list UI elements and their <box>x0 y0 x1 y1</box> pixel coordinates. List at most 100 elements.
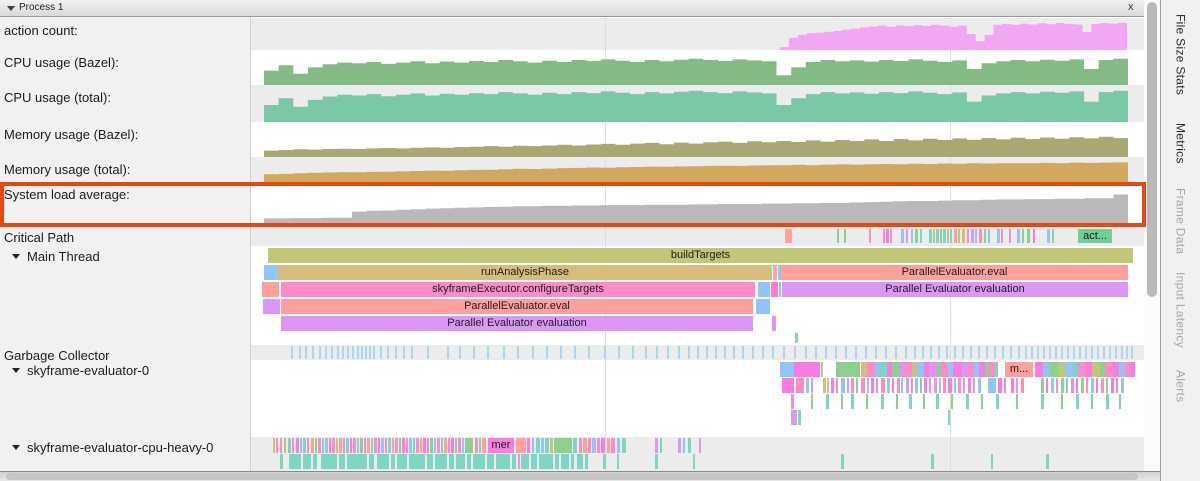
gc-event-tick[interactable] <box>875 346 877 359</box>
slice[interactable] <box>780 362 794 377</box>
slice[interactable] <box>836 362 860 377</box>
slice[interactable] <box>879 362 887 377</box>
slice[interactable] <box>826 394 829 409</box>
slice[interactable] <box>1051 378 1054 393</box>
slice[interactable] <box>292 438 294 453</box>
slice[interactable] <box>311 438 314 453</box>
slice[interactable] <box>688 438 691 453</box>
gc-event-tick[interactable] <box>1067 346 1069 359</box>
slice[interactable] <box>1046 454 1049 469</box>
slice[interactable] <box>655 438 658 453</box>
slice[interactable] <box>512 454 516 469</box>
slice[interactable] <box>367 438 370 453</box>
slice[interactable] <box>571 454 574 469</box>
gc-event-tick[interactable] <box>805 346 807 359</box>
slice[interactable] <box>550 438 553 453</box>
slice[interactable] <box>811 378 813 393</box>
gc-event-tick[interactable] <box>835 346 837 359</box>
slice[interactable] <box>339 438 342 453</box>
slice[interactable] <box>1017 229 1020 243</box>
gc-event-tick[interactable] <box>772 346 774 359</box>
slice[interactable] <box>984 229 986 243</box>
slice[interactable] <box>678 438 681 453</box>
slice[interactable] <box>300 438 302 453</box>
slice[interactable] <box>1119 362 1125 377</box>
track-critical-path[interactable]: act... <box>251 227 1144 246</box>
gc-event-tick[interactable] <box>825 346 827 359</box>
slice[interactable] <box>1065 362 1073 377</box>
slice[interactable] <box>1106 394 1109 409</box>
slice[interactable] <box>958 229 960 243</box>
slice[interactable] <box>1041 378 1044 393</box>
slice[interactable] <box>861 362 867 377</box>
slice[interactable] <box>1004 378 1006 393</box>
track-garbage-collector[interactable] <box>251 345 1144 360</box>
gc-event-tick[interactable] <box>1043 346 1045 359</box>
slice[interactable] <box>931 454 934 469</box>
slice[interactable] <box>806 378 809 393</box>
slice[interactable] <box>917 362 924 377</box>
slice[interactable] <box>758 282 770 297</box>
slice[interactable] <box>773 265 777 280</box>
slice[interactable] <box>948 362 953 377</box>
slice[interactable] <box>1016 394 1018 409</box>
slice[interactable] <box>1111 378 1114 393</box>
slice[interactable] <box>795 333 798 343</box>
slice[interactable] <box>1009 229 1011 243</box>
track-label-main-thread[interactable]: Main Thread <box>12 249 100 264</box>
slice[interactable] <box>991 454 993 469</box>
track-action-count[interactable] <box>251 18 1144 50</box>
gc-event-tick[interactable] <box>369 346 371 359</box>
slice[interactable] <box>303 454 311 469</box>
track-system-load-average[interactable] <box>251 182 1144 227</box>
gc-event-tick[interactable] <box>411 346 413 359</box>
slice[interactable] <box>527 438 530 453</box>
slice[interactable] <box>937 362 941 377</box>
slice[interactable] <box>378 438 380 453</box>
slice[interactable] <box>462 438 464 453</box>
slice[interactable] <box>1091 378 1094 393</box>
slice[interactable] <box>381 438 384 453</box>
slice[interactable] <box>482 438 486 453</box>
slice[interactable] <box>936 394 939 409</box>
gc-event-tick[interactable] <box>905 346 907 359</box>
gc-event-tick[interactable] <box>331 346 333 359</box>
gc-event-tick[interactable] <box>783 346 785 359</box>
slice[interactable] <box>1121 378 1124 393</box>
gc-event-tick[interactable] <box>855 346 857 359</box>
slice[interactable] <box>435 454 447 469</box>
slice[interactable] <box>871 378 874 393</box>
slice[interactable] <box>915 378 918 393</box>
collapse-arrow-icon[interactable] <box>12 368 20 373</box>
gc-event-tick[interactable] <box>762 346 764 359</box>
slice[interactable] <box>655 454 658 469</box>
slice[interactable] <box>1071 378 1074 393</box>
gc-event-tick[interactable] <box>1131 346 1133 359</box>
slice[interactable] <box>971 229 974 243</box>
slice[interactable] <box>487 454 494 469</box>
slice[interactable] <box>876 378 878 393</box>
slice[interactable] <box>430 438 433 453</box>
slice[interactable] <box>924 362 929 377</box>
slice[interactable] <box>966 394 969 409</box>
slice[interactable] <box>353 438 356 453</box>
track-cpu-usage-bazel[interactable] <box>251 50 1144 85</box>
slice[interactable] <box>343 438 345 453</box>
gc-event-tick[interactable] <box>706 346 708 359</box>
slice-parallelevaluatorevaluation[interactable]: Parallel Evaluator evaluation <box>281 316 753 331</box>
slice[interactable] <box>475 438 478 453</box>
slice[interactable] <box>904 362 912 377</box>
slice[interactable] <box>948 378 952 393</box>
slice[interactable] <box>915 229 918 243</box>
slice[interactable] <box>561 454 569 469</box>
gc-event-tick[interactable] <box>299 346 301 359</box>
slice[interactable] <box>947 229 949 243</box>
slice[interactable] <box>920 378 922 393</box>
slice-m[interactable]: m... <box>1005 362 1033 377</box>
gc-event-tick[interactable] <box>1103 346 1105 359</box>
slice[interactable] <box>951 394 953 409</box>
slice[interactable] <box>883 229 885 243</box>
slice[interactable] <box>929 362 937 377</box>
slice[interactable] <box>851 378 854 393</box>
slice[interactable] <box>779 282 781 297</box>
